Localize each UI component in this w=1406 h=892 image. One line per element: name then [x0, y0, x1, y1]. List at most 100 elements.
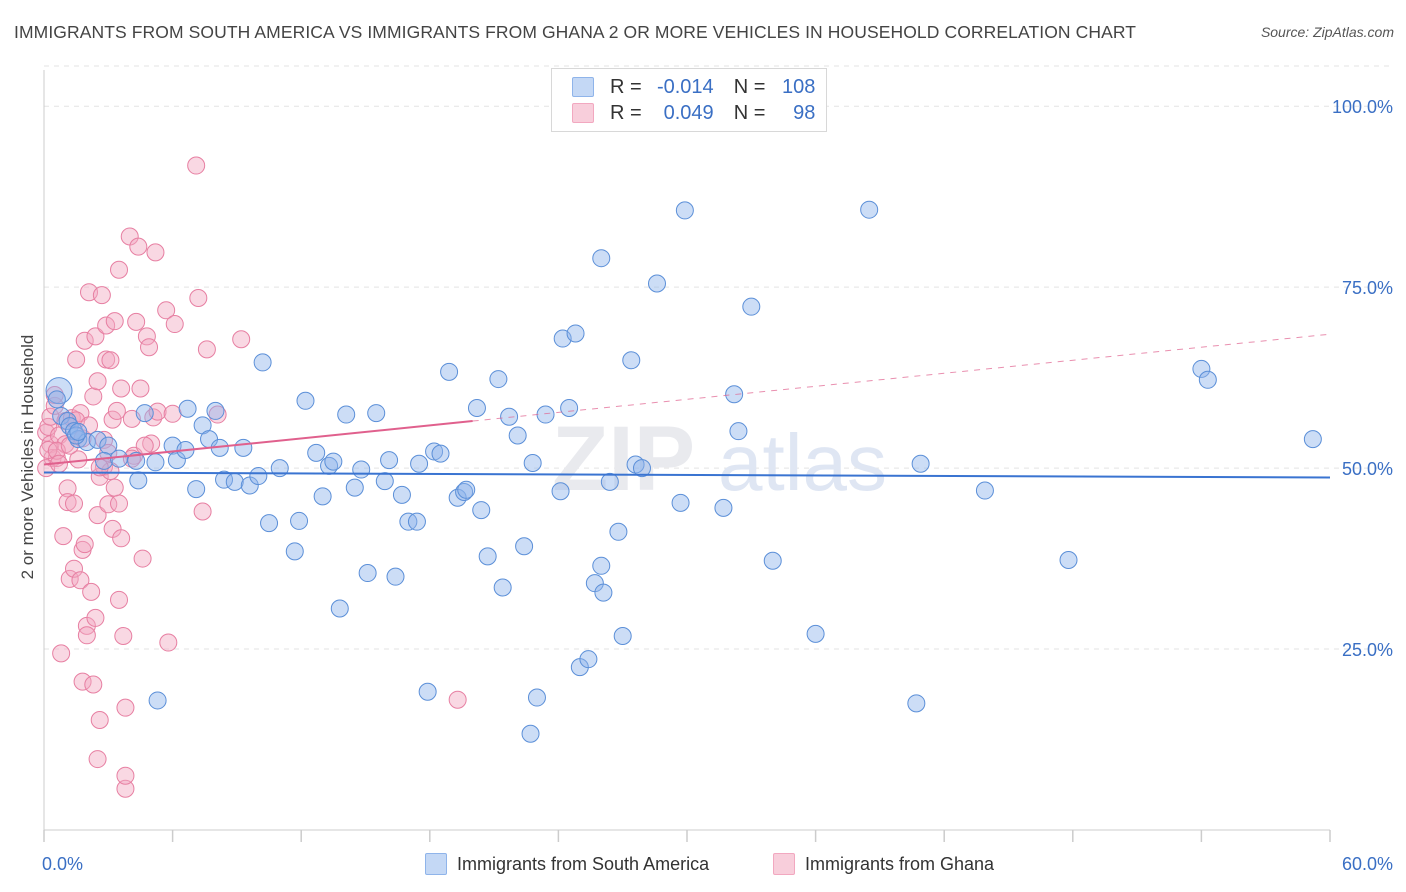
south-america-point: [632, 459, 651, 478]
ghana-point: [84, 675, 103, 694]
ghana-point: [54, 527, 73, 546]
south-america-point: [455, 482, 474, 501]
ghana-point: [103, 410, 122, 429]
ghana-point: [112, 529, 131, 548]
ghana-points: [37, 156, 467, 798]
ghana-point: [71, 571, 90, 590]
south-america-point: [234, 438, 253, 457]
south-america-point: [290, 511, 309, 530]
ghana-point: [448, 690, 467, 709]
ghana-point: [75, 331, 94, 350]
south-america-point: [337, 405, 356, 424]
south-america-point: [515, 537, 534, 556]
ghana-point: [137, 327, 156, 346]
ghana-point: [148, 402, 167, 421]
south-america-point: [551, 482, 570, 501]
south-america-point: [345, 478, 364, 497]
ghana-point: [97, 316, 116, 335]
south-america-point: [592, 556, 611, 575]
south-america-point: [410, 454, 429, 473]
south-america-point: [1198, 370, 1217, 389]
south-america-point: [975, 481, 994, 500]
south-america-point: [600, 472, 619, 491]
south-america-point: [313, 487, 332, 506]
south-america-point: [675, 201, 694, 220]
south-america-point: [508, 426, 527, 445]
south-america-point: [386, 567, 405, 586]
south-america-point: [47, 390, 66, 409]
south-america-point: [536, 405, 555, 424]
south-america-point: [742, 297, 761, 316]
south-america-point: [425, 442, 444, 461]
ghana-point: [110, 494, 129, 513]
ghana-point: [116, 779, 135, 798]
south-america-point: [472, 501, 491, 520]
south-america-point: [324, 452, 343, 471]
ghana-point: [127, 312, 146, 331]
ghana-point: [146, 243, 165, 262]
south-america-point: [1059, 551, 1078, 570]
ghana-point: [88, 372, 107, 391]
tick-labels: 25.0% 50.0% 75.0% 100.0% 0.0% 60.0%: [42, 97, 1393, 874]
south-america-point: [613, 627, 632, 646]
ghana-point: [129, 237, 148, 256]
south-america-point: [806, 624, 825, 643]
south-america-point: [88, 430, 107, 449]
legend-swatch-blue: [572, 77, 594, 97]
south-america-point: [215, 470, 234, 489]
south-america-point: [375, 472, 394, 491]
ghana-point: [84, 387, 103, 406]
ghana-trend-line: [43, 420, 473, 466]
south-america-point: [307, 443, 326, 462]
south-america-point: [135, 404, 154, 423]
x-tick-label: 60.0%: [1342, 854, 1393, 874]
trend-lines: [43, 333, 1331, 479]
ghana-point: [140, 338, 159, 357]
south-america-point: [714, 498, 733, 517]
south-america-point: [560, 399, 579, 418]
ghana-point: [105, 478, 124, 497]
south-america-point: [729, 422, 748, 441]
ghana-point: [86, 327, 105, 346]
south-america-point: [225, 472, 244, 491]
x-tick-label: 0.0%: [42, 854, 83, 874]
south-america-point: [95, 451, 114, 470]
south-america-point: [148, 691, 167, 710]
south-america-point: [457, 480, 476, 499]
ghana-point: [193, 502, 212, 521]
south-america-point: [178, 399, 197, 418]
legend-swatch-pink: [572, 103, 594, 123]
watermark: ZIP atlas: [552, 408, 887, 510]
watermark-atlas: atlas: [718, 418, 887, 507]
ghana-point: [105, 312, 124, 331]
south-america-point: [330, 599, 349, 618]
ghana-point: [101, 461, 120, 480]
ghana-point: [58, 493, 77, 512]
ghana-point: [232, 330, 251, 349]
ghana-point: [112, 379, 131, 398]
ghana-point: [116, 698, 135, 717]
ghana-point: [107, 401, 126, 420]
south-america-point: [110, 449, 129, 468]
legend-label-south-america: Immigrants from South America: [457, 853, 710, 874]
n-label: N =: [733, 75, 766, 98]
chart-title: IMMIGRANTS FROM SOUTH AMERICA VS IMMIGRA…: [14, 22, 1137, 42]
south-america-point: [253, 353, 272, 372]
south-america-point: [352, 460, 371, 479]
south-america-point: [249, 467, 268, 486]
south-america-point: [285, 542, 304, 561]
ghana-point: [189, 289, 208, 307]
ghana-point: [58, 479, 77, 498]
r-label: R =: [610, 75, 642, 98]
ghana-point: [197, 340, 216, 359]
south-america-point: [1192, 359, 1211, 378]
south-america-point: [592, 249, 611, 268]
south-america-point: [358, 564, 377, 583]
south-america-point: [99, 436, 118, 455]
south-america-point: [566, 324, 585, 343]
south-america-point: [407, 512, 426, 531]
n-value-ghana: 98: [793, 101, 816, 124]
gridlines: [44, 65, 1392, 650]
ghana-point: [77, 626, 96, 645]
south-america-point: [609, 522, 628, 541]
